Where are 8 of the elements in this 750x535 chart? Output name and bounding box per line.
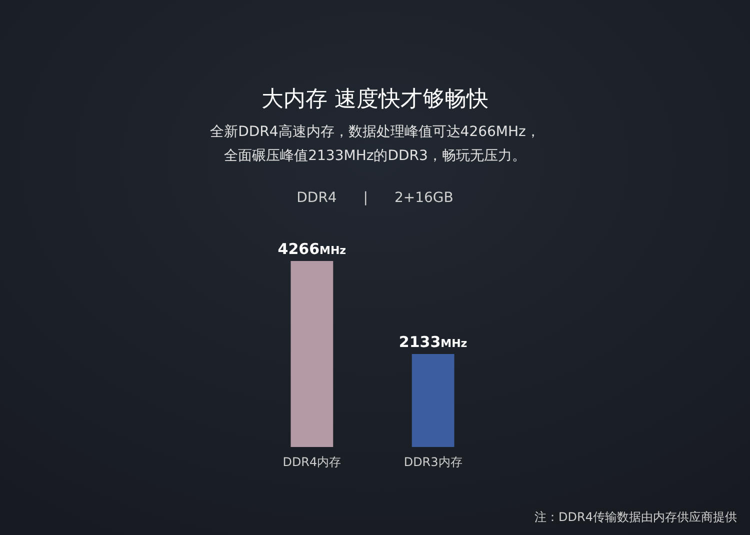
x-tick-label: DDR3内存 (404, 455, 462, 469)
chart-title: 大内存 速度快才够畅快 (262, 87, 488, 112)
data-label: 4266MHz (278, 240, 346, 258)
text: DDR4 | 2+16GB (296, 190, 454, 206)
x-tick-label: DDR4内存 (282, 455, 342, 469)
text: 注：DDR4传输数据由内存供应商提供 (534, 510, 737, 524)
data-label: 2133MHz (398, 333, 468, 351)
chart-subtitle: 全新DDR4高速内存，数据处理峰值可达4266MHz，全面碾压峰值2133MHz的DDR3，畅玩无压力。 (210, 123, 540, 166)
